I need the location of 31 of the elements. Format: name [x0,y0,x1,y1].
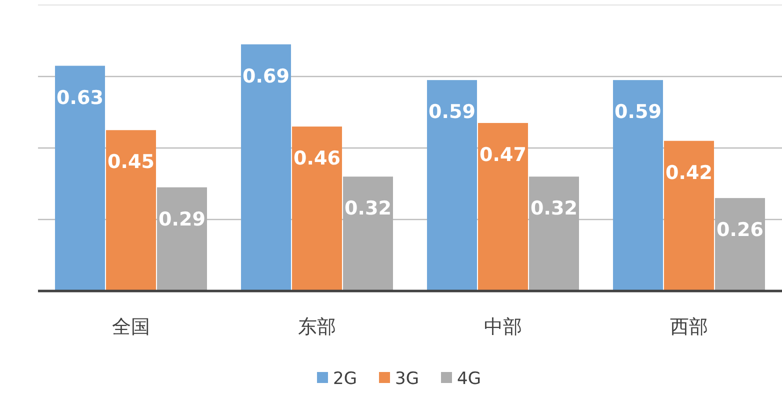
bar [529,176,579,291]
legend-label: 2G [333,368,357,389]
x-tick-label: 中部 [484,316,522,338]
bar [106,130,156,291]
bar [343,176,393,291]
bar [664,140,714,291]
bar [427,80,477,291]
data-label: 0.46 [294,148,340,170]
data-label: 0.47 [480,144,526,166]
data-label: 0.32 [344,198,392,220]
data-label: 0.26 [716,219,764,242]
data-label: 0.69 [242,65,290,88]
data-label: 0.45 [108,151,154,174]
bar [55,66,105,291]
data-label: 0.42 [666,162,712,184]
data-label: 0.29 [158,208,206,230]
bar [613,80,663,291]
data-label: 0.63 [56,86,104,109]
x-tick-label: 东部 [298,316,336,338]
data-label: 0.32 [530,198,578,220]
legend-label: 4G [457,368,481,389]
bar [241,44,291,291]
x-tick-label: 西部 [670,316,708,338]
x-tick-label: 全国 [112,316,150,338]
data-label: 0.59 [428,101,476,124]
bar [157,187,207,291]
data-label: 0.59 [614,101,662,124]
bar [478,122,528,291]
bar [292,126,342,291]
legend-label: 3G [395,368,419,389]
bar [715,198,765,291]
